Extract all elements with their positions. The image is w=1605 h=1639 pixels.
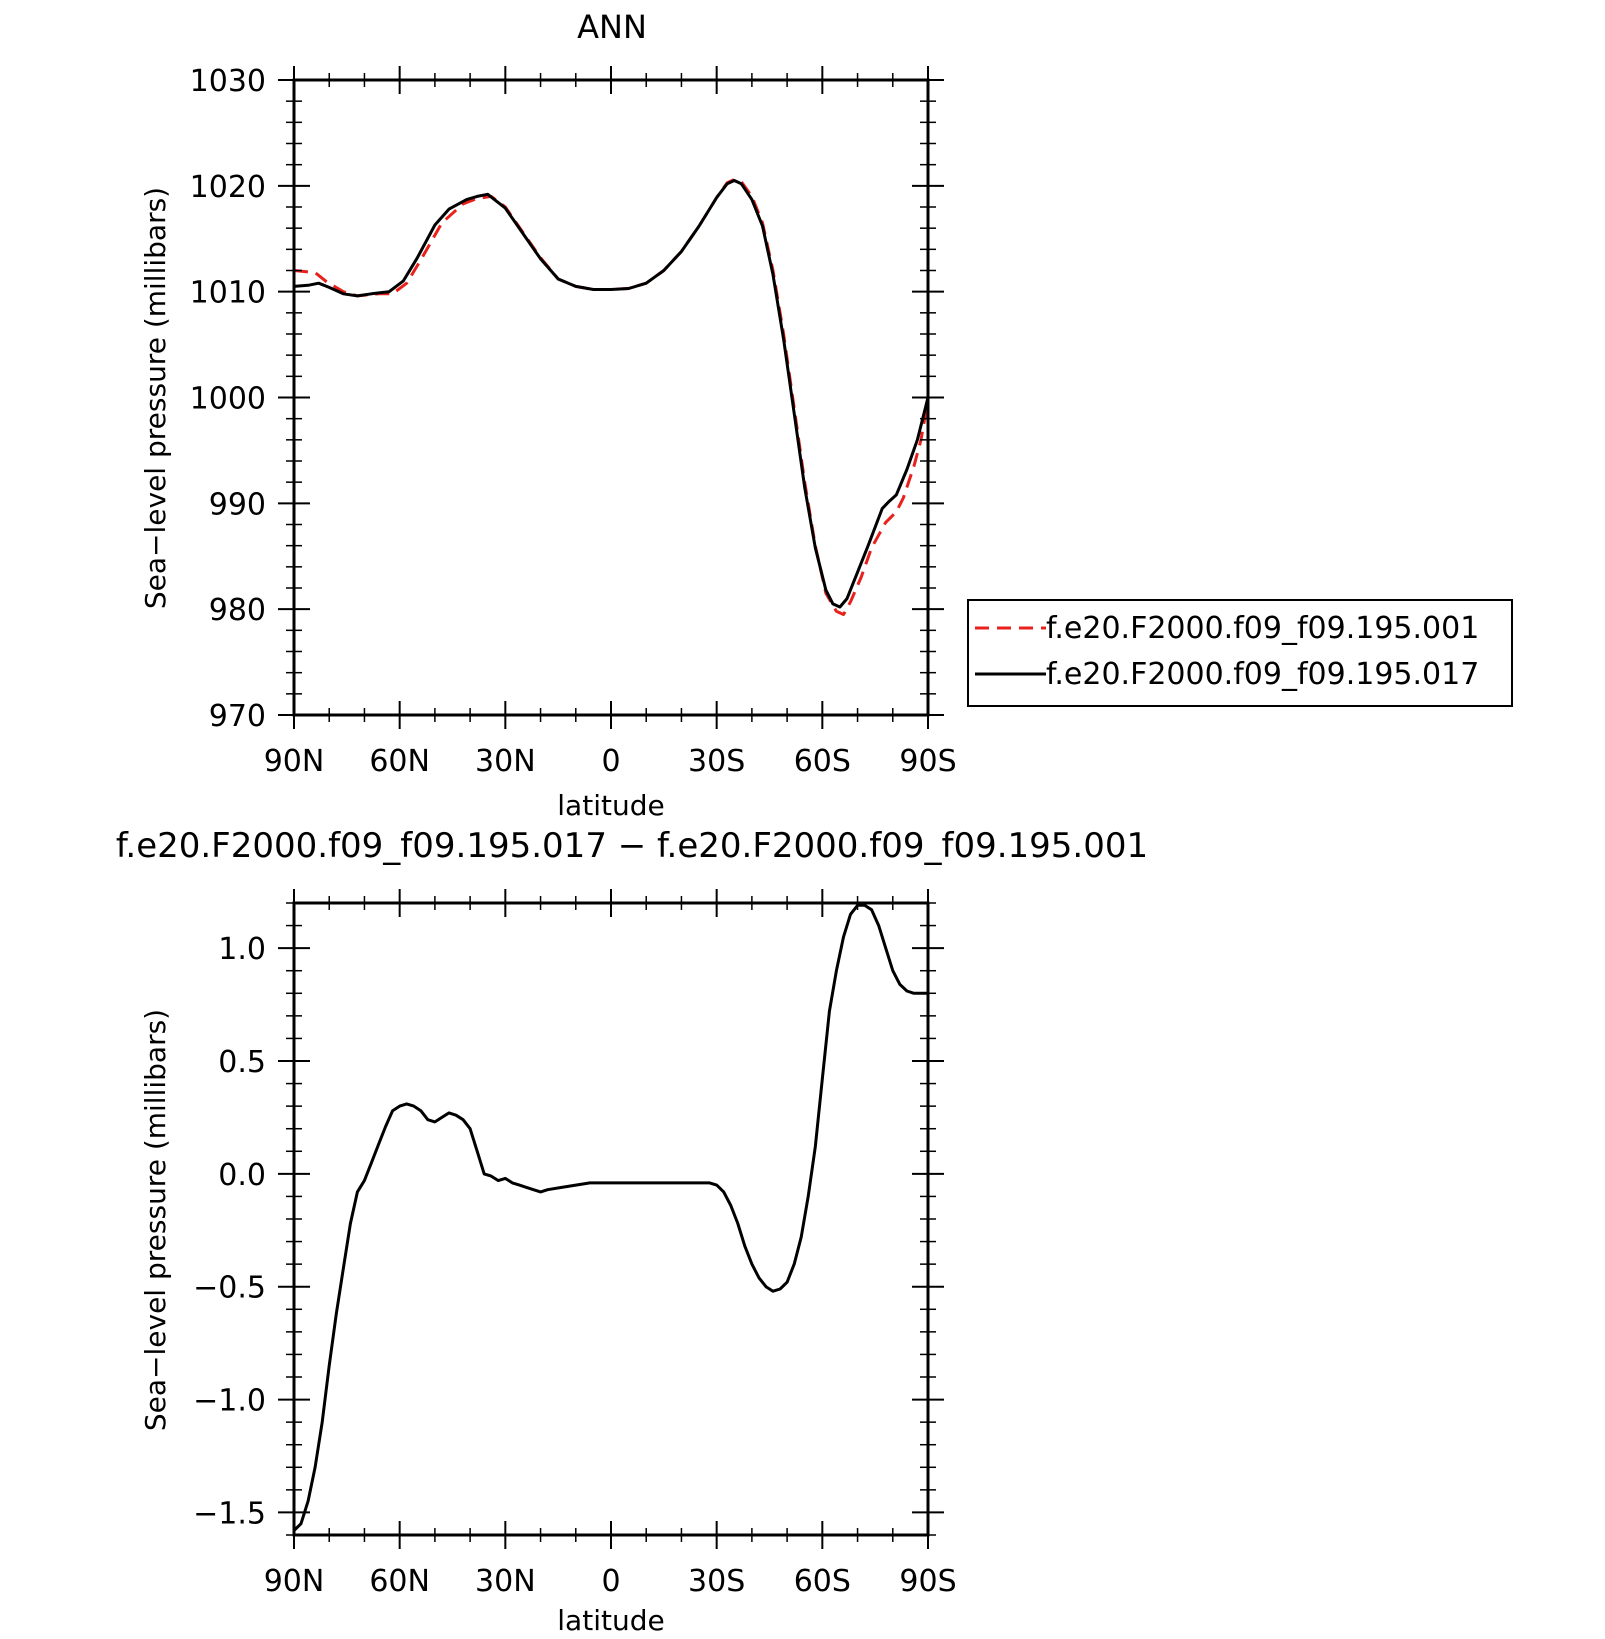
y-axis-label: Sea−level pressure (millibars) [139, 1009, 172, 1431]
y-tick-label: 990 [209, 487, 266, 522]
x-tick-label: 90S [899, 744, 956, 779]
y-tick-label: −0.5 [193, 1271, 266, 1306]
axis-ticks: 90N 60N 30N 0 30S 60S 90S −1.5 −1.0 −0.5 0.0 0.5 1.0 [193, 889, 957, 1599]
series-line-2 [293, 179, 930, 609]
x-axis-label: latitude [557, 789, 664, 822]
plot-frame [292, 78, 930, 717]
legend-label-series-2: f.e20.F2000.f09_f09.195.017 [1046, 657, 1479, 692]
x-tick-label: 30S [688, 1564, 745, 1599]
chart-title: ANN [577, 8, 647, 46]
legend: f.e20.F2000.f09_f09.195.001 f.e20.F2000.… [967, 599, 1513, 707]
bottom-chart: f.e20.F2000.f09_f09.195.017 − f.e20.F200… [116, 826, 1148, 1637]
y-axis-label: Sea−level pressure (millibars) [139, 187, 172, 609]
plot-lines [293, 178, 930, 616]
x-tick-label: 60S [794, 1564, 851, 1599]
top-chart: ANN 90N 60N 30N 0 30S 60S 90S 970 980 990 1000 1010… [139, 8, 1513, 822]
x-tick-label: 30N [475, 744, 536, 779]
x-tick-label: 60S [794, 744, 851, 779]
y-tick-label: −1.0 [193, 1384, 266, 1419]
x-tick-label: 90S [899, 1564, 956, 1599]
series-line-1 [293, 178, 930, 616]
y-tick-label: 980 [209, 593, 266, 628]
y-tick-label: 1.0 [218, 932, 266, 967]
x-tick-label: 60N [369, 1564, 430, 1599]
x-tick-label: 30S [688, 744, 745, 779]
plot-lines [292, 903, 928, 1532]
y-tick-label: 1010 [190, 276, 266, 311]
x-tick-label: 0 [601, 1564, 620, 1599]
x-tick-label: 90N [264, 1564, 325, 1599]
x-tick-label: 0 [601, 744, 620, 779]
chart-title: f.e20.F2000.f09_f09.195.017 − f.e20.F200… [116, 826, 1148, 866]
x-tick-label: 30N [475, 1564, 536, 1599]
y-tick-label: 1000 [190, 382, 266, 417]
legend-label-series-1: f.e20.F2000.f09_f09.195.001 [1046, 611, 1479, 646]
series-line-1 [292, 903, 928, 1532]
y-tick-label: 970 [209, 699, 266, 734]
y-tick-label: 1020 [190, 170, 266, 205]
y-tick-label: 0.0 [218, 1158, 266, 1193]
x-axis-label: latitude [557, 1604, 664, 1635]
y-tick-label: −1.5 [193, 1496, 266, 1531]
legend-box [967, 599, 1513, 707]
y-tick-label: 0.5 [218, 1045, 266, 1080]
plot-frame [292, 901, 930, 1537]
axis-ticks: 90N 60N 30N 0 30S 60S 90S 970 980 990 1000 1010 1020… [190, 64, 957, 779]
y-tick-label: 1030 [190, 64, 266, 99]
x-tick-label: 60N [369, 744, 430, 779]
x-tick-label: 90N [264, 744, 325, 779]
